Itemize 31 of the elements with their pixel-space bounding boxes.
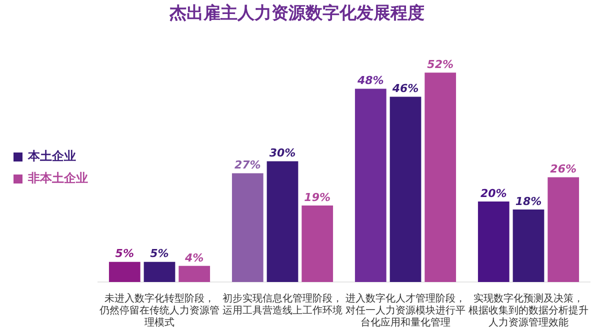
bar (302, 205, 334, 282)
bar (178, 266, 210, 282)
bar (512, 210, 544, 282)
data-label: 19% (304, 190, 331, 204)
x-tick-label: 进入数字化人才管理阶段，对任一人力资源模块进行平台化应用和量化管理 (346, 292, 466, 329)
legend-label: 本土企业 (27, 149, 76, 164)
legend-label: 非本土企业 (27, 171, 88, 186)
data-label: 5% (115, 247, 134, 260)
data-label: 18% (515, 194, 542, 208)
data-label: 48% (356, 74, 384, 88)
bar (354, 88, 386, 282)
bar (424, 72, 456, 282)
data-label: 30% (269, 146, 296, 160)
bar (144, 262, 176, 282)
bar (478, 201, 510, 282)
data-label: 27% (234, 158, 261, 172)
bar (390, 96, 422, 282)
bar (232, 173, 264, 282)
chart-title: 杰出雇主人力资源数字化发展程度 (168, 4, 424, 24)
data-label: 4% (184, 251, 204, 264)
bar (108, 262, 140, 282)
data-label: 46% (391, 82, 419, 96)
x-tick-label: 未进入数字化转型阶段，仍然停留在传统人力资源管理模式 (98, 292, 220, 329)
x-tick-label: 实现数字化预测及决策，根据收集到的数据分析提升人力资源管理效能 (468, 292, 588, 329)
bar (548, 177, 580, 282)
data-label: 52% (427, 58, 454, 71)
data-label: 5% (150, 247, 169, 260)
bar (266, 161, 298, 282)
data-label: 26% (550, 162, 577, 176)
data-label: 20% (480, 186, 507, 200)
x-tick-label: 初步实现信息化管理阶段，运用工具营造线上工作环境 (222, 292, 342, 317)
